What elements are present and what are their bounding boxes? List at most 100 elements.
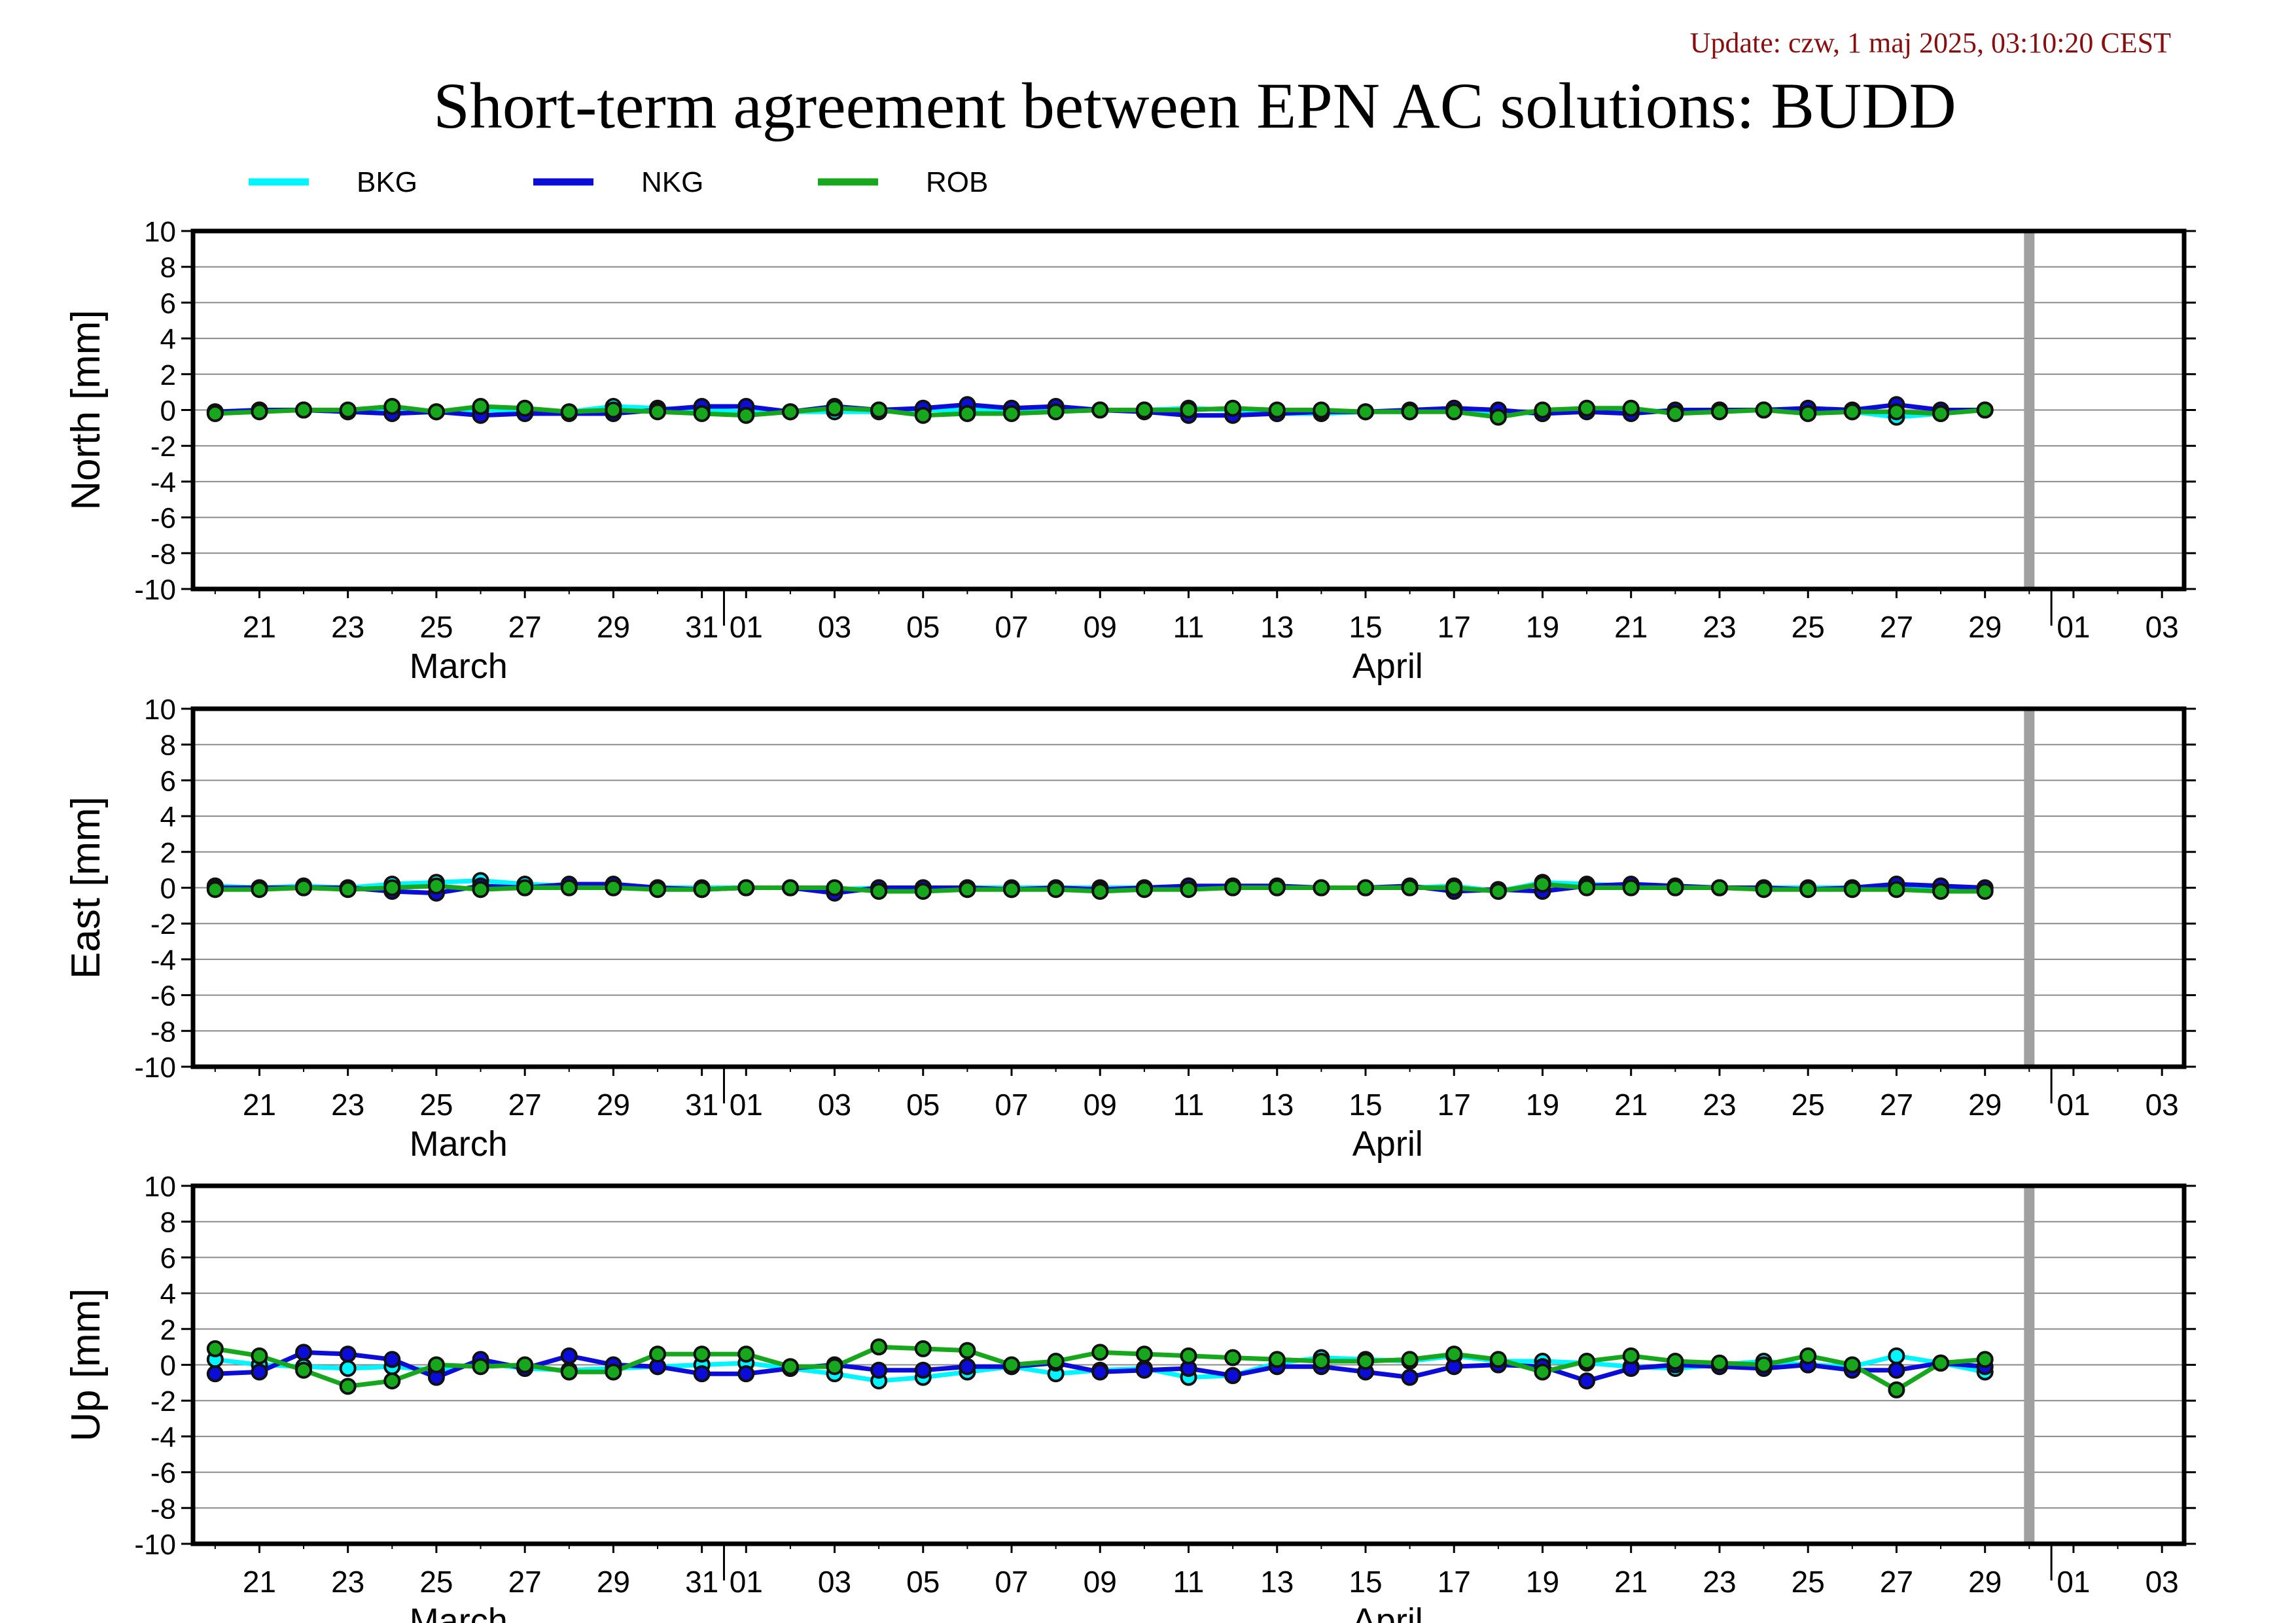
panel-1-x-tick-label: 09 [1084, 610, 1117, 644]
panel-2-x-tick-label: 05 [906, 1088, 940, 1122]
panel-1-point-rob [295, 401, 313, 419]
panel-3-point-rob [1047, 1353, 1065, 1370]
panel-3-x-tick-label: 13 [1260, 1565, 1294, 1599]
panel-1-point-rob [1313, 401, 1330, 419]
panel-3-month-label: March [410, 1601, 508, 1623]
panel-3-point-rob [826, 1358, 843, 1376]
panel-1-point-rob [1534, 401, 1551, 419]
panel-3-y-tick-label: -6 [150, 1457, 176, 1489]
panel-2-x-tick-label: 01 [730, 1088, 763, 1122]
panel-2-point-rob [1224, 879, 1242, 897]
panel-1-point-rob [1091, 401, 1109, 419]
panel-2-x-tick-label: 03 [2146, 1088, 2179, 1122]
panel-1-point-rob [781, 403, 799, 421]
panel-3-point-rob [472, 1358, 489, 1376]
chart-title: Short-term agreement between EPN AC solu… [433, 69, 1956, 142]
panel-1-point-rob [1401, 403, 1419, 421]
panel-3-point-nkg [1224, 1366, 1242, 1384]
panel-3-x-tick-label: 31 [685, 1565, 718, 1599]
panel-1-x-tick-label: 05 [906, 610, 940, 644]
panel-1-x-tick-label: 11 [1173, 610, 1205, 644]
panel-1-x-tick-label: 07 [995, 610, 1028, 644]
panel-2-x-tick-label: 07 [995, 1088, 1028, 1122]
panel-3-point-rob [693, 1346, 711, 1363]
panel-3-point-rob [251, 1347, 268, 1364]
panel-3-y-tick-label: -8 [150, 1493, 176, 1525]
panel-2-x-tick-label: 29 [1968, 1088, 2002, 1122]
panel-2-y-tick-label: -10 [134, 1052, 176, 1084]
panel-2-x-tick-label: 01 [2057, 1088, 2090, 1122]
panel-3-point-rob [1578, 1353, 1596, 1370]
panel-1-x-tick-label: 27 [508, 610, 542, 644]
panel-1-point-rob [1710, 403, 1728, 421]
panel-1-point-rob [1047, 403, 1065, 421]
panel-3-x-tick-label: 19 [1526, 1565, 1559, 1599]
panel-2-point-rob [206, 881, 224, 899]
panel-3-point-nkg [295, 1344, 313, 1361]
panel-3-point-rob [339, 1378, 357, 1395]
panel-1-current-day-band [2024, 231, 2035, 589]
panel-3-y-tick-label: 10 [144, 1171, 176, 1203]
panel-1-point-rob [1578, 399, 1596, 417]
panel-3-x-tick-label: 03 [818, 1565, 851, 1599]
panel-1-x-tick-label: 25 [419, 610, 453, 644]
panel-3-point-rob [383, 1372, 401, 1390]
panel-2-y-tick-label: 6 [160, 765, 176, 797]
panel-3-x-tick-label: 09 [1084, 1565, 1117, 1599]
panel-1-point-rob [1003, 404, 1021, 422]
panel-2-point-rob [560, 879, 578, 897]
panel-3-point-rob [1489, 1351, 1507, 1368]
panel-2-x-tick-label: 09 [1084, 1088, 1117, 1122]
panel-3-y-tick-label: -10 [134, 1529, 176, 1561]
panel-2-x-tick-label: 21 [1614, 1088, 1648, 1122]
panel-3-y-axis-label: Up [mm] [63, 1288, 109, 1441]
panel-2-point-rob [737, 879, 755, 897]
legend-label-rob: ROB [926, 166, 988, 198]
panel-2-point-rob [870, 882, 888, 900]
panel-2-point-rob [1843, 881, 1861, 899]
panel-2-x-tick-label: 13 [1260, 1088, 1294, 1122]
panel-3-point-nkg [206, 1365, 224, 1383]
panel-1-point-rob [1843, 403, 1861, 421]
panel-2-point-rob [693, 881, 711, 899]
panel-1-x-tick-label: 19 [1526, 610, 1559, 644]
panel-2-point-rob [1091, 882, 1109, 900]
panel-1-y-tick-label: 2 [160, 359, 176, 391]
panel-1-x-tick-label: 01 [730, 610, 763, 644]
panel-3-point-rob [1313, 1353, 1330, 1370]
panel-3-point-rob [1356, 1353, 1374, 1370]
panel-1-point-rob [472, 398, 489, 416]
panel-1-point-rob [1445, 403, 1463, 421]
panel-3-point-nkg [251, 1363, 268, 1381]
panel-1-point-rob [1224, 399, 1242, 417]
panel-2-x-tick-label: 11 [1173, 1088, 1205, 1122]
panel-2-point-rob [1003, 881, 1021, 899]
panel-1-point-rob [826, 399, 843, 417]
panel-3-point-nkg [959, 1358, 976, 1376]
panel-3-current-day-band [2024, 1186, 2035, 1544]
panel-2-point-rob [1976, 882, 1994, 900]
panel-1-y-tick-label: 10 [144, 216, 176, 248]
panel-1-x-tick-label: 27 [1880, 610, 1913, 644]
panel-3-point-bkg [1888, 1347, 1905, 1364]
panel-2-x-tick-label: 23 [331, 1088, 364, 1122]
panel-2-x-tick-label: 27 [508, 1088, 542, 1122]
panel-1-point-rob [605, 401, 622, 419]
panel-3-point-rob [959, 1342, 976, 1359]
panel-3-point-rob [1667, 1353, 1684, 1370]
panel-2-point-rob [1180, 881, 1197, 899]
panel-2-point-rob [1799, 881, 1817, 899]
panel-1-point-rob [1755, 401, 1773, 419]
panel-3-x-tick-label: 27 [1880, 1565, 1913, 1599]
panel-3-point-rob [1268, 1351, 1286, 1368]
panel-1-point-rob [206, 404, 224, 422]
panel-1-point-rob [1180, 401, 1197, 419]
panel-1-point-rob [1888, 403, 1905, 421]
panel-2-x-tick-label: 03 [818, 1088, 851, 1122]
panel-1-point-rob [1932, 404, 1950, 422]
panel-2-month-label: April [1352, 1124, 1423, 1164]
panel-2-y-tick-label: 2 [160, 837, 176, 869]
panel-1-point-rob [649, 403, 667, 421]
panel-2-x-tick-label: 27 [1880, 1088, 1913, 1122]
